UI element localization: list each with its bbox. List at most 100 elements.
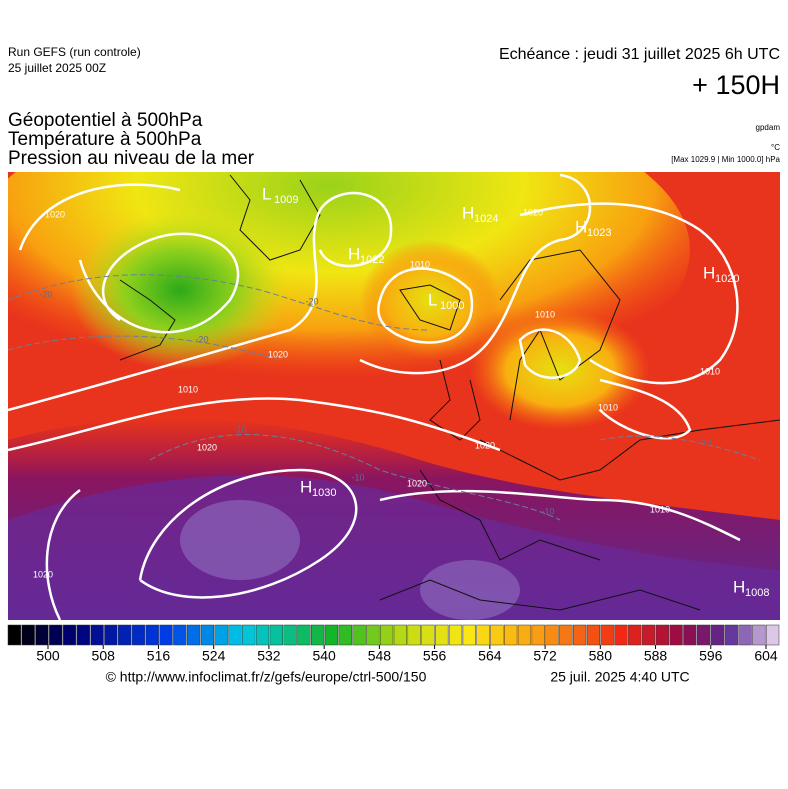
isobar-label: 1010 (700, 366, 720, 376)
colorbar-swatch (476, 624, 490, 646)
colorbar-tick-label: 564 (478, 648, 502, 664)
colorbar-swatch (765, 624, 780, 646)
colorbar-swatch (559, 624, 573, 646)
temperature-label: -20 (305, 296, 318, 306)
colorbar-tick-label: 548 (368, 648, 392, 664)
hot-core (180, 500, 300, 580)
colorbar-swatch (159, 624, 173, 646)
colorbar-swatch (104, 624, 118, 646)
temperature-label: -20 (39, 289, 52, 299)
colorbar-swatch (131, 624, 146, 646)
center-letter: H (575, 217, 587, 236)
colorbar-swatch (655, 624, 669, 646)
colorbar-swatch (490, 624, 504, 646)
colorbar-swatch (255, 624, 270, 646)
center-value: 1022 (360, 254, 384, 266)
isobar-label: 1020 (197, 442, 217, 452)
center-letter: H (300, 477, 312, 496)
low-pool (360, 240, 500, 360)
colorbar-swatch (228, 624, 242, 646)
colorbar-swatch (669, 624, 683, 646)
colorbar-tick-label: 588 (644, 648, 668, 664)
map (8, 172, 780, 620)
colorbar-tick-label: 540 (312, 648, 336, 664)
center-letter: H (348, 244, 360, 263)
valid-time: Echéance : jeudi 31 juillet 2025 6h UTC (499, 46, 780, 63)
isobar-label: 1020 (407, 478, 427, 488)
colorbar-tick-label: 604 (754, 648, 778, 664)
colorbar-swatch (311, 624, 325, 646)
center-value: 1000 (440, 300, 464, 312)
isobar-label: 1020 (475, 440, 495, 450)
center-letter: H (703, 263, 715, 282)
temperature-label: -10 (698, 437, 711, 447)
colorbar-swatch (641, 624, 656, 646)
colorbar-swatch (62, 624, 77, 646)
center-value: 1024 (474, 213, 498, 225)
colorbar-swatch (379, 624, 394, 646)
unit-label: [Max 1029.9 | Min 1000.0] hPa (671, 155, 780, 164)
lead-time: + 150H (692, 70, 780, 100)
run-date: 25 juillet 2025 00Z (8, 61, 106, 75)
colorbar-tick-label: 532 (257, 648, 281, 664)
isobar-label: 1010 (650, 504, 670, 514)
colorbar-swatch (572, 624, 587, 646)
center-value: 1009 (274, 194, 298, 206)
isobar-label: 1010 (178, 384, 198, 394)
colorbar-swatch (710, 624, 725, 646)
colorbar-swatch (297, 624, 311, 646)
center-letter: L (428, 290, 437, 309)
isobar-label: 1020 (523, 207, 543, 217)
colorbar-swatch (697, 624, 711, 646)
colorbar-swatch (145, 624, 159, 646)
colorbar-swatch (118, 624, 132, 646)
colorbar-swatch (283, 624, 297, 646)
unit-label: gpdam (756, 123, 781, 132)
center-value: 1008 (745, 587, 769, 599)
center-value: 1023 (587, 227, 611, 239)
isobar-label: 1010 (598, 402, 618, 412)
generated-time: 25 juil. 2025 4:40 UTC (550, 669, 689, 685)
temperature-label: -10 (233, 424, 246, 434)
colorbar-swatch (614, 624, 628, 646)
title-line: Température à 500hPa (8, 129, 202, 150)
colorbar-swatch (628, 624, 642, 646)
colorbar-tick-label: 500 (36, 648, 60, 664)
colorbar-swatch (7, 624, 22, 646)
colorbar-swatch (324, 624, 339, 646)
colorbar-swatch (186, 624, 201, 646)
colorbar-swatch (214, 624, 228, 646)
colorbar-swatch (366, 624, 380, 646)
colorbar-swatch (200, 624, 215, 646)
colorbar-swatch (90, 624, 104, 646)
colorbar-swatch (448, 624, 463, 646)
temperature-label: -10 (541, 506, 554, 516)
colorbar-swatch (269, 624, 283, 646)
colorbar-swatch (435, 624, 449, 646)
source-credit: © http://www.infoclimat.fr/z/gefs/europe… (106, 669, 427, 685)
center-letter: H (462, 203, 474, 222)
isobar-label: 1020 (45, 209, 65, 219)
temperature-label: -20 (195, 334, 208, 344)
colorbar-swatch (738, 624, 752, 646)
colorbar-swatch (517, 624, 532, 646)
center-letter: H (733, 577, 745, 596)
scandinavia-pool (470, 310, 650, 430)
colorbar-swatch (352, 624, 366, 646)
title-line: Pression au niveau de la mer (8, 148, 255, 169)
colorbar-swatch (35, 624, 49, 646)
colorbar-swatch (173, 624, 187, 646)
colorbar-swatch (586, 624, 601, 646)
colorbar-swatch (338, 624, 352, 646)
run-label: Run GEFS (run controle) (8, 45, 141, 59)
isobar-label: 1010 (410, 259, 430, 269)
cold-pool (70, 210, 290, 370)
isobar-label: 1020 (33, 569, 53, 579)
colorbar-swatch (545, 624, 559, 646)
center-value: 1020 (715, 273, 739, 285)
colorbar-swatch (504, 624, 518, 646)
center-value: 1030 (312, 487, 336, 499)
colorbar: 500 508 516 524 532 540 548 556 564 572 580 588 596 6… (7, 624, 780, 664)
